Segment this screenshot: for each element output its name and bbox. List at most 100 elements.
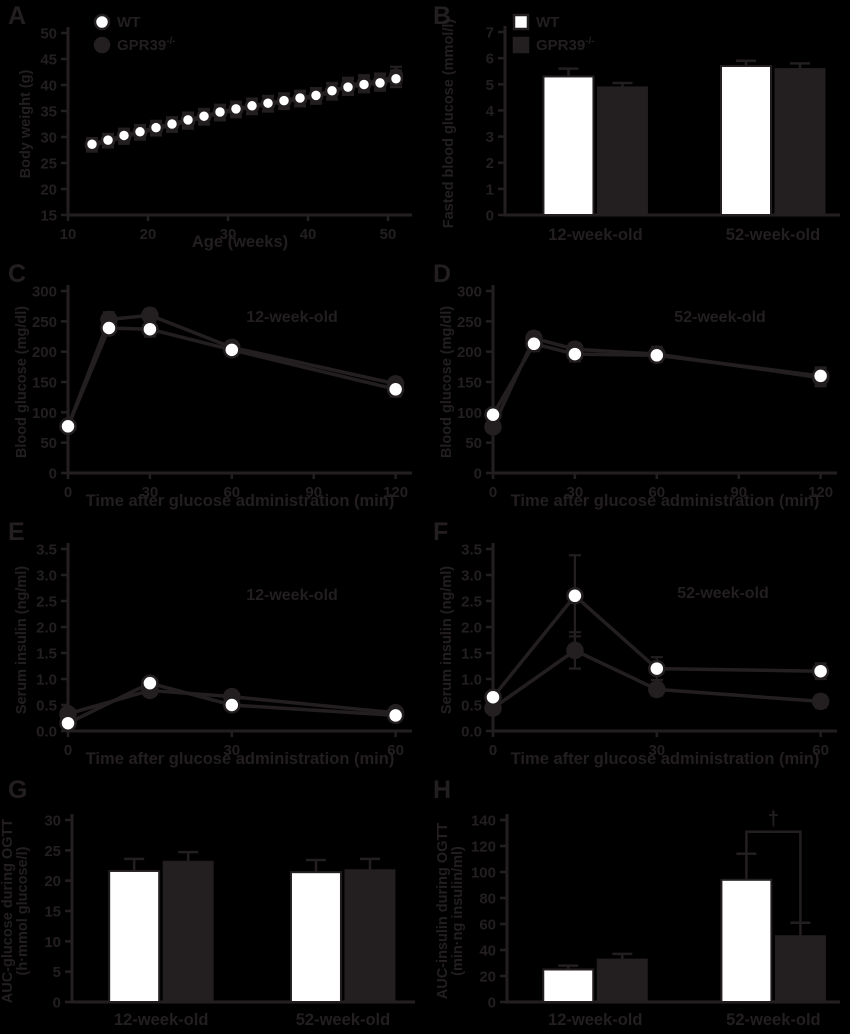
panel-f: F 0.0 0.5 1.0 1.5 2.0 2.5 3.0 3.5 0 30 60 Serum ins… <box>425 516 850 774</box>
svg-text:Blood glucose (mg/dl): Blood glucose (mg/dl) <box>439 306 455 458</box>
panel-e: E 0.0 0.5 1.0 1.5 2.0 2.5 3.0 3.5 0 30 60 Serum ins… <box>0 516 425 774</box>
axes <box>491 285 837 475</box>
svg-text:15: 15 <box>44 904 61 921</box>
panel-g: G 0 5 10 15 20 25 30 AUC-glucose during OGTT (h·… <box>0 774 425 1032</box>
svg-text:150: 150 <box>457 375 482 392</box>
svg-text:3.5: 3.5 <box>36 542 57 559</box>
bar-error <box>736 59 756 66</box>
svg-text:50: 50 <box>380 226 397 243</box>
svg-text:40: 40 <box>40 78 57 95</box>
age-group-annotation: 12-week-old <box>246 309 338 326</box>
svg-text:Body weight (g): Body weight (g) <box>18 69 34 178</box>
svg-text:AUC-glucose during OGTT: AUC-glucose during OGTT <box>0 819 16 1004</box>
data-point-marker <box>100 319 118 337</box>
data-point-marker <box>100 132 116 148</box>
data-point-marker <box>566 587 584 605</box>
svg-text:5: 5 <box>486 77 494 94</box>
svg-text:52-week-old: 52-week-old <box>296 1011 390 1029</box>
svg-text:100: 100 <box>471 865 496 882</box>
data-point-marker <box>811 662 830 680</box>
data-point-marker <box>292 90 308 106</box>
svg-text:100: 100 <box>32 405 57 422</box>
error-bars <box>62 320 402 433</box>
y-axis-label: Serum insulin (ng/ml) <box>439 566 455 714</box>
markers <box>484 335 830 424</box>
panel-c-ogtt-glucose-12wk-chart: 0 50 100 150 200 250 300 0 30 60 90 120 Blood glucos… <box>14 284 412 510</box>
svg-text:0: 0 <box>64 484 72 501</box>
data-point-marker <box>324 83 340 98</box>
svg-text:60: 60 <box>479 917 496 934</box>
data-point-marker <box>228 101 244 117</box>
legend-label: WT <box>536 14 559 31</box>
svg-text:80: 80 <box>479 891 496 908</box>
panel-a: A 15 20 25 30 35 40 45 50 10 20 30 40 50 Body weight … <box>0 0 425 258</box>
svg-text:4: 4 <box>486 103 495 120</box>
y-axis-ticks: 0 5 10 15 20 25 30 <box>44 813 72 1012</box>
panel-b-fasted-glucose-chart: 0 1 2 3 4 5 6 7 Fasted blood glucose (mmol/l) 12-… <box>441 13 840 244</box>
svg-text:90: 90 <box>305 484 322 501</box>
panel-a-body-weight-chart: 15 20 25 30 35 40 45 50 10 20 30 40 50 Body weight (g… <box>18 13 412 251</box>
data-point-marker <box>276 93 292 108</box>
svg-text:20: 20 <box>140 226 157 243</box>
svg-text:45: 45 <box>40 52 57 69</box>
legend: WT GPR39-/- <box>512 13 595 54</box>
axes <box>66 27 412 217</box>
svg-text:2.0: 2.0 <box>36 620 57 637</box>
panel-f-insulin-52wk-chart: 0.0 0.5 1.0 1.5 2.0 2.5 3.0 3.5 0 30 60 Serum insul… <box>439 542 837 768</box>
significance-bracket: † <box>745 809 802 922</box>
y-axis-ticks: 0 20 40 60 80 100 120 140 <box>471 813 507 1012</box>
x-axis-label: Time after glucose administration (min) <box>86 492 395 510</box>
x-axis-label: Time after glucose administration (min) <box>511 492 820 510</box>
svg-text:0: 0 <box>486 208 494 225</box>
y-axis-label: AUC-insulin during OGTT (min·ng insulin/m… <box>435 823 466 1000</box>
bar-error <box>790 62 810 69</box>
bar-wt-12-week-old <box>108 869 161 1003</box>
svg-text:50: 50 <box>40 26 57 43</box>
x-axis-ticks: 0 30 60 90 120 <box>64 473 408 501</box>
svg-text:20: 20 <box>40 182 57 199</box>
bar-error <box>558 964 579 970</box>
svg-text:30: 30 <box>142 484 159 501</box>
y-axis-label: Blood glucose (mg/dl) <box>439 306 455 458</box>
bars <box>542 852 826 1003</box>
bar-wt-52-week-old <box>289 871 342 1003</box>
svg-text:12-week-old: 12-week-old <box>246 309 338 326</box>
bars <box>542 59 826 216</box>
svg-text:15: 15 <box>40 208 57 225</box>
data-point-marker <box>223 341 241 359</box>
svg-text:Fasted blood glucose (mmol/l): Fasted blood glucose (mmol/l) <box>441 19 457 229</box>
data-point-marker <box>141 320 159 338</box>
svg-text:60: 60 <box>648 484 665 501</box>
bar-gpr39-12-week-old <box>596 958 648 1003</box>
svg-text:0: 0 <box>489 484 497 501</box>
svg-text:50: 50 <box>40 435 57 452</box>
x-axis-ticks: 0 30 60 <box>489 731 829 759</box>
svg-text:25: 25 <box>40 156 57 173</box>
data-point-marker <box>84 137 100 152</box>
bar-gpr39-12-week-old <box>162 860 214 1003</box>
svg-text:50: 50 <box>465 435 482 452</box>
bar-error <box>359 857 380 870</box>
x-axis-label: Time after glucose administration (min) <box>86 750 395 768</box>
data-point-marker <box>141 674 159 692</box>
svg-text:0: 0 <box>488 995 496 1012</box>
panel-b: B 0 1 2 3 4 5 6 7 Fasted blood glucose (mmol/l) 1… <box>425 0 850 258</box>
series-wt <box>84 69 404 152</box>
data-point-marker <box>260 95 276 111</box>
svg-text:52-week-old: 52-week-old <box>674 309 766 326</box>
svg-text:Time after glucose administrat: Time after glucose administration (min) <box>86 492 395 510</box>
svg-text:AUC-insulin during OGTT: AUC-insulin during OGTT <box>435 823 451 1000</box>
bar-error <box>790 921 811 936</box>
bar-error <box>612 952 633 960</box>
svg-text:Time after glucose administrat: Time after glucose administration (min) <box>511 750 820 768</box>
x-axis-label: Time after glucose administration (min) <box>511 750 820 768</box>
bars <box>108 850 396 1003</box>
svg-text:300: 300 <box>457 284 482 301</box>
panel-e-letter: E <box>8 518 25 546</box>
svg-text:1: 1 <box>486 181 494 198</box>
svg-text:300: 300 <box>32 284 57 301</box>
svg-text:52-week-old: 52-week-old <box>726 226 820 244</box>
category-label: 52-week-old <box>726 226 820 244</box>
svg-text:0: 0 <box>474 466 482 483</box>
